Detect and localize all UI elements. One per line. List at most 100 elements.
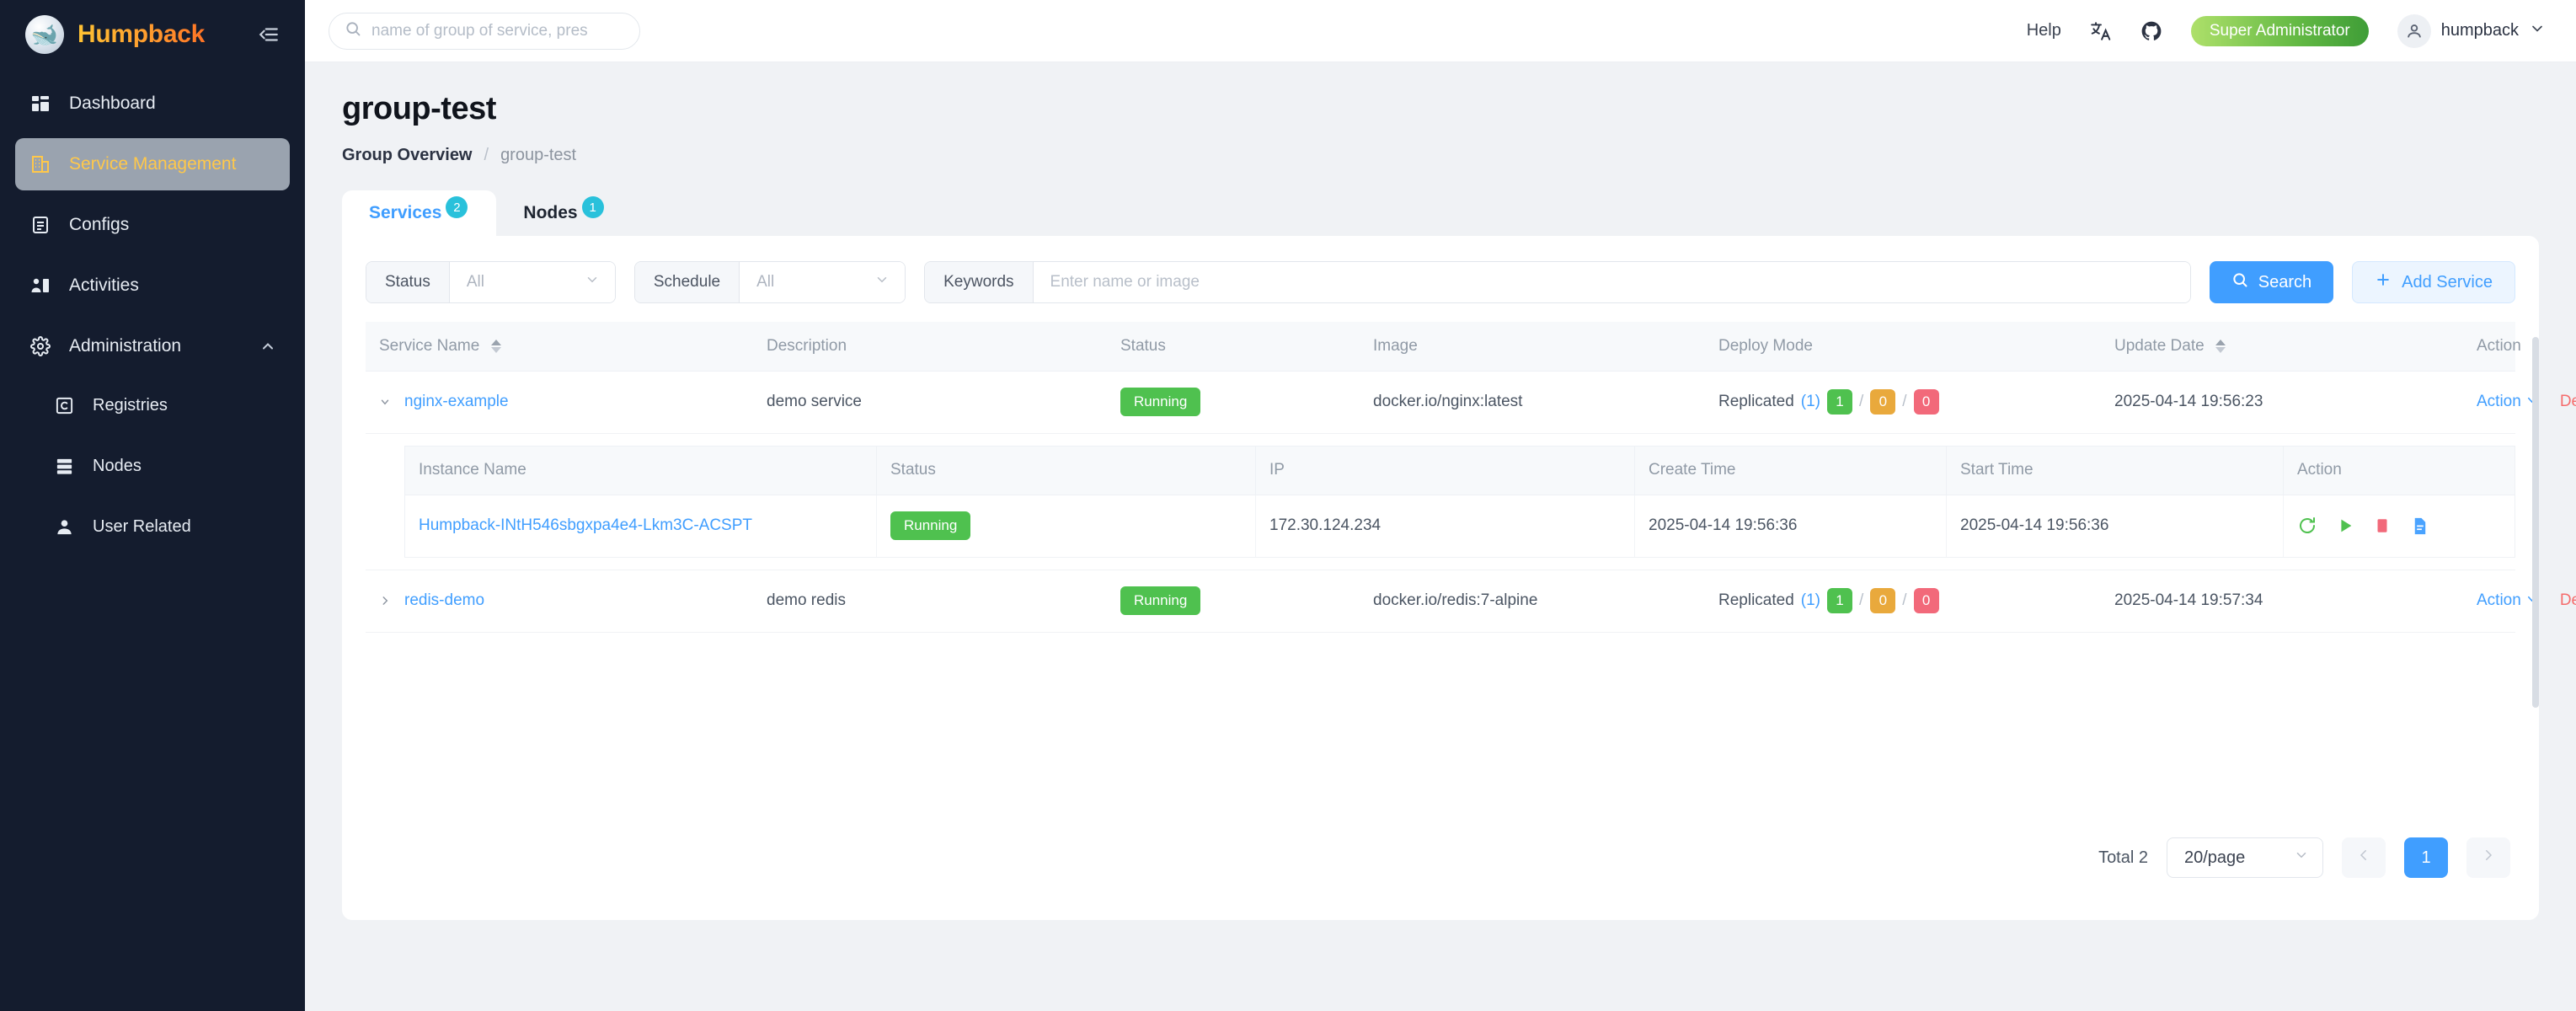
document-lines-icon (29, 213, 52, 237)
sort-icon[interactable] (490, 339, 501, 353)
translate-icon[interactable] (2090, 20, 2112, 42)
breadcrumb: Group Overview / group-test (342, 146, 2539, 165)
search-button-label: Search (2258, 272, 2312, 292)
status-filter-select[interactable]: All (449, 262, 615, 302)
topbar: name of group of service, pres Help Supe… (305, 0, 2576, 62)
deploy-count: (1) (1800, 591, 1821, 609)
sidebar-nav: Dashboard Service Management (0, 78, 305, 563)
status-badge: Running (1120, 586, 1201, 615)
sidebar-item-service-management[interactable]: Service Management (15, 138, 290, 190)
replica-separator: / (1902, 591, 1907, 609)
stop-square-icon[interactable] (2373, 516, 2392, 535)
global-search-placeholder: name of group of service, pres (371, 21, 588, 40)
keywords-filter[interactable]: Keywords Enter name or image (924, 261, 2191, 303)
deploy-count: (1) (1800, 393, 1821, 410)
help-link[interactable]: Help (2026, 21, 2061, 40)
search-button[interactable]: Search (2209, 261, 2334, 303)
instances-wrapper: Instance Name Status IP Create Time Star… (366, 434, 2515, 570)
chevron-down-icon[interactable] (2529, 20, 2546, 41)
schedule-filter-select[interactable]: All (740, 262, 906, 302)
administration-submenu: Registries Nodes U (15, 381, 290, 551)
add-service-button[interactable]: Add Service (2352, 261, 2515, 303)
sidebar-item-administration[interactable]: Administration (15, 320, 290, 372)
sidebar-item-user-related[interactable]: User Related (39, 502, 290, 551)
breadcrumb-parent[interactable]: Group Overview (342, 146, 473, 164)
replica-failed-count: 0 (1913, 389, 1939, 415)
row-action-dropdown[interactable]: Action (2477, 591, 2538, 610)
start-play-icon[interactable] (2336, 516, 2354, 535)
instances-table-body: Humpback-INtH546sbgxpa4e4-Lkm3C-ACSPT Ru… (404, 495, 2515, 558)
chevron-up-icon[interactable] (259, 338, 276, 355)
pagination-page-1[interactable]: 1 (2404, 837, 2448, 878)
row-action-dropdown[interactable]: Action (2477, 393, 2538, 411)
services-panel: Status All Schedule All (342, 236, 2576, 920)
breadcrumb-separator: / (484, 146, 489, 164)
expanded-cell: Instance Name Status IP Create Time Star… (366, 433, 2515, 570)
deploy-mode-label: Replicated (1718, 591, 1794, 609)
table-row[interactable]: redis-demo demo redis Running docker.io/… (366, 570, 2576, 633)
sidebar-item-registries[interactable]: Registries (39, 381, 290, 430)
role-badge[interactable]: Super Administrator (2190, 15, 2369, 46)
col-label: Image (1373, 336, 1418, 355)
table-header-row: Service Name Description Status Image De… (366, 322, 2521, 372)
chevron-down-icon (585, 272, 600, 292)
sidebar-item-dashboard[interactable]: Dashboard (15, 78, 290, 130)
cell-instance-create-time: 2025-04-14 19:56:36 (1634, 495, 1947, 558)
instance-status-badge: Running (890, 511, 971, 540)
cell-description: demo redis (753, 570, 1107, 633)
github-icon[interactable] (2140, 20, 2162, 42)
collapse-sidebar-icon[interactable] (254, 20, 283, 49)
page-size-select[interactable]: 20/page (2167, 837, 2323, 878)
table-vertical-scrollbar[interactable] (2532, 337, 2539, 708)
row-delete-button[interactable]: Delete (2559, 591, 2576, 609)
tab-badge: 2 (446, 196, 468, 218)
row-delete-button[interactable]: Delete (2559, 393, 2576, 410)
cell-instance-ip: 172.30.124.234 (1255, 495, 1635, 558)
col-status: Status (1107, 322, 1360, 372)
sidebar-item-label: Nodes (93, 456, 142, 475)
cell-image: docker.io/nginx:latest (1360, 371, 1705, 434)
sidebar-item-activities[interactable]: Activities (15, 259, 290, 312)
keywords-filter-label: Keywords (925, 262, 1034, 302)
sidebar-item-configs[interactable]: Configs (15, 199, 290, 251)
cell-description: demo service (753, 371, 1107, 434)
global-search-input[interactable]: name of group of service, pres (329, 12, 640, 50)
cell-deploy-mode: Replicated (1) 1 / 0 / 0 (1705, 371, 2101, 434)
search-icon (2231, 271, 2248, 293)
table-row[interactable]: nginx-example demo service Running docke… (366, 371, 2576, 434)
chevron-down-icon[interactable] (379, 395, 391, 409)
pagination-prev-button[interactable] (2342, 837, 2386, 878)
tab-services[interactable]: Services 2 (342, 190, 497, 236)
col-update-date[interactable]: Update Date (2101, 322, 2463, 372)
col-deploy-mode: Deploy Mode (1705, 322, 2101, 372)
schedule-filter-label: Schedule (634, 262, 740, 302)
replica-pending-count: 0 (1870, 588, 1896, 613)
status-filter[interactable]: Status All (366, 261, 616, 303)
col-instance-name: Instance Name (404, 446, 877, 495)
schedule-filter[interactable]: Schedule All (633, 261, 906, 303)
cell-status: Running (1107, 570, 1360, 633)
chevron-down-icon (874, 272, 890, 292)
page-size-value: 20/page (2184, 848, 2246, 867)
brand-header: 🐋 Humpback (0, 3, 305, 66)
col-service-name[interactable]: Service Name (366, 322, 753, 372)
instance-row[interactable]: Humpback-INtH546sbgxpa4e4-Lkm3C-ACSPT Ru… (404, 495, 2515, 558)
user-menu[interactable]: humpback (2397, 13, 2546, 48)
row-action-label: Action (2477, 393, 2521, 410)
sidebar-item-label: Dashboard (69, 94, 156, 113)
service-name-link[interactable]: redis-demo (404, 591, 485, 609)
col-instance-create-time: Create Time (1634, 446, 1947, 495)
tab-nodes[interactable]: Nodes 1 (496, 190, 632, 236)
service-name-link[interactable]: nginx-example (404, 393, 509, 410)
logs-document-icon[interactable] (2410, 516, 2429, 536)
restart-icon[interactable] (2297, 516, 2317, 536)
chevron-right-icon[interactable] (379, 594, 391, 607)
instance-name-link[interactable]: Humpback-INtH546sbgxpa4e4-Lkm3C-ACSPT (419, 516, 752, 534)
cell-action: Action Delete (2463, 371, 2576, 434)
people-list-icon (29, 274, 52, 297)
pagination-next-button[interactable] (2466, 837, 2510, 878)
keywords-input[interactable]: Enter name or image (1033, 262, 2190, 302)
sort-icon[interactable] (2215, 339, 2226, 353)
sidebar-item-nodes[interactable]: Nodes (39, 441, 290, 490)
